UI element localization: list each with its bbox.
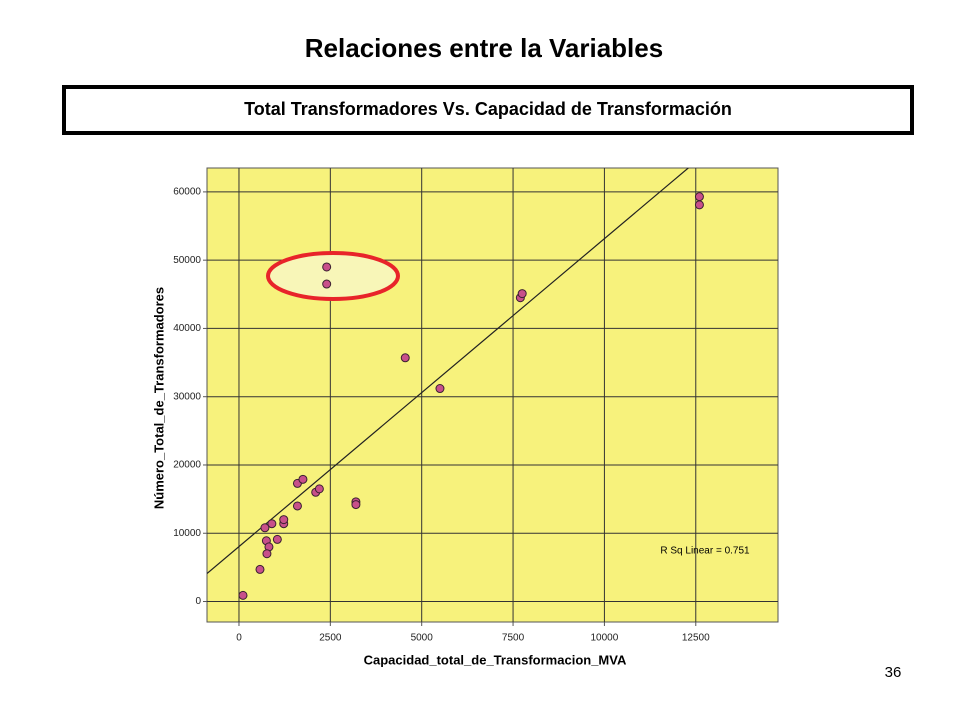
data-point	[400, 353, 410, 363]
plot-area	[206, 167, 779, 623]
slide-title: Relaciones entre la Variables	[305, 33, 663, 63]
highlight-ellipse	[266, 251, 400, 301]
data-point	[238, 590, 248, 600]
data-point	[292, 501, 302, 511]
data-point	[298, 474, 308, 484]
annotation: R Sq Linear = 0.751	[660, 546, 750, 557]
data-point	[351, 500, 361, 510]
data-point	[279, 515, 289, 525]
data-point	[255, 564, 265, 574]
data-point	[314, 484, 324, 494]
data-point	[435, 384, 445, 394]
y-axis-label: Número_Total_de_Transformadores	[151, 287, 166, 509]
data-point	[517, 289, 527, 299]
subtitle-box	[62, 85, 914, 135]
y-tick-label: 10000	[173, 528, 201, 539]
data-point	[272, 534, 282, 544]
y-tick-label: 50000	[173, 255, 201, 266]
y-tick-label: 30000	[173, 391, 201, 402]
y-tick-label: 0	[195, 596, 201, 607]
x-tick-label: 7500	[502, 633, 525, 644]
page-number: 36	[885, 664, 902, 681]
data-point	[694, 192, 704, 202]
data-point	[262, 549, 272, 559]
x-axis-label: Capacidad_total_de_Transformacion_MVA	[364, 652, 627, 667]
fit-line	[207, 168, 690, 574]
data-point	[322, 279, 332, 289]
y-tick-label: 20000	[173, 460, 201, 471]
data-point	[694, 200, 704, 210]
y-tick-label: 40000	[173, 323, 201, 334]
x-tick-label: 0	[236, 633, 242, 644]
x-tick-label: 12500	[682, 633, 710, 644]
data-point	[267, 519, 277, 529]
chart-title: Total Transformadores Vs. Capacidad de T…	[244, 99, 732, 119]
y-tick-label: 60000	[173, 187, 201, 198]
data-point	[322, 262, 332, 272]
x-tick-label: 10000	[591, 633, 619, 644]
data-point	[260, 523, 270, 533]
x-tick-label: 2500	[319, 633, 342, 644]
x-tick-label: 5000	[411, 633, 434, 644]
